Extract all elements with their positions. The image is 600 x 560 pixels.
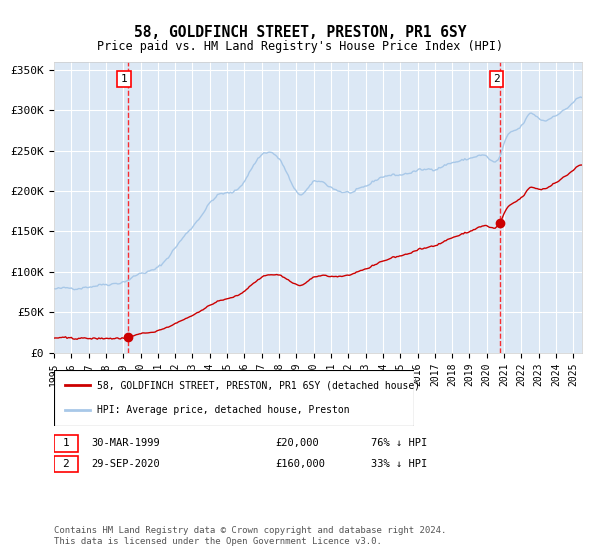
Text: 58, GOLDFINCH STREET, PRESTON, PR1 6SY: 58, GOLDFINCH STREET, PRESTON, PR1 6SY xyxy=(134,25,466,40)
FancyBboxPatch shape xyxy=(54,456,78,473)
Text: 1: 1 xyxy=(121,74,127,84)
Text: Price paid vs. HM Land Registry's House Price Index (HPI): Price paid vs. HM Land Registry's House … xyxy=(97,40,503,53)
Text: HPI: Average price, detached house, Preston: HPI: Average price, detached house, Pres… xyxy=(97,405,350,415)
Text: 30-MAR-1999: 30-MAR-1999 xyxy=(91,438,160,449)
Text: Contains HM Land Registry data © Crown copyright and database right 2024.
This d: Contains HM Land Registry data © Crown c… xyxy=(54,526,446,546)
Text: 1: 1 xyxy=(62,438,69,449)
FancyBboxPatch shape xyxy=(54,435,78,451)
Text: 2: 2 xyxy=(62,459,69,469)
Text: 58, GOLDFINCH STREET, PRESTON, PR1 6SY (detached house): 58, GOLDFINCH STREET, PRESTON, PR1 6SY (… xyxy=(97,380,421,390)
Text: 76% ↓ HPI: 76% ↓ HPI xyxy=(371,438,427,449)
FancyBboxPatch shape xyxy=(54,370,414,426)
Text: 29-SEP-2020: 29-SEP-2020 xyxy=(91,459,160,469)
Text: £20,000: £20,000 xyxy=(276,438,320,449)
Text: 2: 2 xyxy=(493,74,500,84)
Text: 33% ↓ HPI: 33% ↓ HPI xyxy=(371,459,427,469)
Text: £160,000: £160,000 xyxy=(276,459,326,469)
